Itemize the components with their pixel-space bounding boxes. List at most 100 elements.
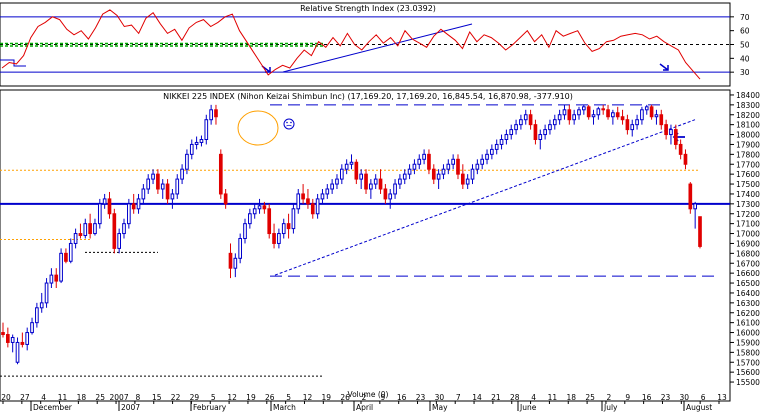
x-tick-label: 15: [152, 393, 162, 402]
x-tick-label: 5: [211, 393, 216, 402]
candle-up: [451, 158, 455, 165]
x-tick-label: 20: [1, 393, 11, 402]
price-y-tick-label: 16500: [736, 279, 760, 288]
candle-up: [611, 112, 615, 118]
candle-down: [310, 203, 315, 215]
candles: [1, 104, 702, 365]
candle-down: [54, 274, 59, 282]
rsi-y-tick-label: 50: [740, 41, 750, 50]
candle-up: [248, 213, 252, 225]
candle-up: [151, 173, 155, 180]
candle-up: [93, 223, 97, 235]
price-y-tick-label: 18400: [736, 91, 760, 100]
price-y-tick-label: 17700: [736, 160, 760, 169]
candle-up: [519, 119, 523, 126]
x-tick-label: 2: [607, 393, 612, 402]
candle-up: [630, 124, 635, 131]
rsi-y-tick-label: 70: [740, 13, 750, 22]
candle-up: [281, 223, 286, 235]
candle-down: [460, 173, 465, 185]
candle-up: [693, 203, 697, 210]
month-label: March: [273, 403, 296, 412]
candle-up: [562, 109, 567, 116]
x-tick-label: 23: [416, 393, 426, 402]
candle-up: [277, 233, 281, 244]
candle-up: [83, 223, 88, 237]
candle-up: [335, 178, 339, 185]
x-tick-label: 26: [340, 393, 350, 402]
price-y-tick-label: 17900: [736, 140, 760, 149]
candle-up: [475, 163, 480, 170]
candle-up: [30, 322, 34, 334]
candle-up: [485, 153, 489, 160]
x-tick-label: 23: [661, 393, 671, 402]
candle-down: [354, 161, 359, 180]
candle-down: [262, 205, 267, 210]
x-tick-label: 26: [265, 393, 275, 402]
candle-up: [257, 205, 262, 210]
candle-up: [504, 134, 509, 141]
candle-down: [301, 193, 305, 200]
candle-down: [267, 208, 272, 235]
x-tick-label: 12: [227, 393, 237, 402]
candle-up: [436, 173, 441, 180]
candle-up: [514, 124, 518, 131]
candle-up: [185, 153, 189, 170]
candle-up: [640, 109, 644, 121]
candle-down: [673, 129, 678, 145]
candle-down: [286, 223, 291, 230]
price-y-tick-label: 16900: [736, 239, 760, 248]
x-tick-label: 14: [472, 393, 482, 402]
candle-up: [339, 168, 344, 180]
candle-up: [15, 341, 20, 363]
candle-down: [156, 173, 160, 190]
x-tick-label: 29: [190, 393, 200, 402]
candle-down: [20, 341, 25, 345]
candle-up: [146, 178, 151, 190]
candle-down: [620, 116, 625, 121]
x-tick-label: 7: [456, 393, 461, 402]
candle-down: [625, 119, 630, 131]
candle-down: [606, 109, 610, 118]
price-y-tick-label: 16300: [736, 299, 760, 308]
candle-down: [107, 198, 112, 215]
candle-up: [538, 134, 543, 141]
face-eye-right: [290, 121, 292, 124]
x-tick-label: 16: [397, 393, 407, 402]
x-tick-label: 9: [380, 393, 385, 402]
candle-up: [373, 178, 378, 185]
price-y-tick-label: 16100: [736, 319, 760, 328]
candle-up: [441, 168, 446, 175]
candle-down: [698, 216, 702, 247]
candle-up: [596, 108, 601, 116]
price-y-tick-label: 15800: [736, 348, 760, 357]
candle-up: [141, 188, 146, 200]
x-tick-label: 30: [435, 393, 445, 402]
price-y-tick-label: 18300: [736, 101, 760, 110]
candle-down: [218, 153, 223, 195]
x-tick-label: 28: [510, 393, 520, 402]
candle-up: [402, 173, 407, 180]
candle-down: [567, 109, 572, 121]
rsi-y-axis: 70 60 50 40 30: [730, 13, 750, 77]
candle-up: [417, 158, 422, 165]
candle-down: [586, 106, 591, 118]
candle-down: [601, 108, 606, 111]
candle-up: [25, 332, 30, 345]
candle-up: [344, 163, 349, 170]
candle-up: [509, 129, 514, 136]
month-label: June: [519, 403, 537, 412]
price-y-tick-label: 17200: [736, 210, 760, 219]
x-axis-months: December 2007 February March April May June Jul…: [30, 401, 712, 412]
candle-up: [68, 242, 73, 262]
candle-up: [127, 203, 131, 225]
x-tick-label: 19: [322, 393, 332, 402]
candle-down: [272, 233, 276, 244]
face-icon: [283, 118, 295, 130]
candle-up: [97, 203, 102, 225]
month-label: February: [193, 403, 227, 412]
month-label: July: [603, 403, 618, 412]
candle-up: [252, 208, 257, 215]
candle-up: [359, 173, 364, 180]
price-y-tick-label: 16600: [736, 269, 760, 278]
